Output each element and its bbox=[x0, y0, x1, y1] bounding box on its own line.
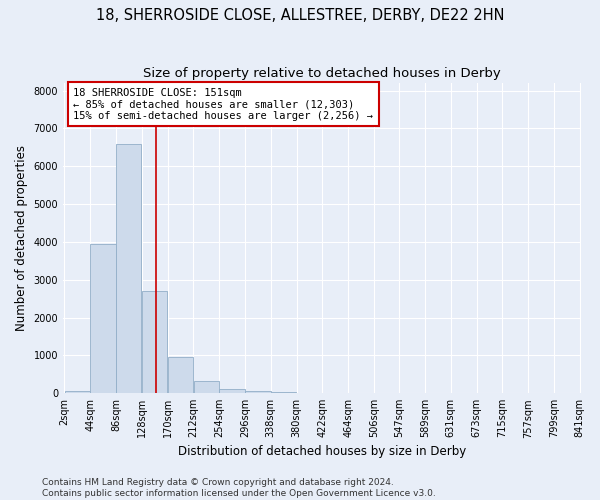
Y-axis label: Number of detached properties: Number of detached properties bbox=[15, 145, 28, 331]
Bar bbox=[194, 380, 219, 393]
Text: Contains HM Land Registry data © Crown copyright and database right 2024.
Contai: Contains HM Land Registry data © Crown c… bbox=[42, 478, 436, 498]
Bar bbox=[65, 391, 90, 393]
Text: 18 SHERROSIDE CLOSE: 151sqm
← 85% of detached houses are smaller (12,303)
15% of: 18 SHERROSIDE CLOSE: 151sqm ← 85% of det… bbox=[73, 88, 373, 121]
Bar bbox=[168, 358, 193, 393]
Bar bbox=[116, 144, 142, 393]
X-axis label: Distribution of detached houses by size in Derby: Distribution of detached houses by size … bbox=[178, 444, 466, 458]
Bar bbox=[271, 392, 296, 393]
Bar bbox=[245, 391, 271, 393]
Bar bbox=[142, 291, 167, 393]
Title: Size of property relative to detached houses in Derby: Size of property relative to detached ho… bbox=[143, 68, 501, 80]
Bar bbox=[91, 244, 116, 393]
Bar bbox=[220, 390, 245, 393]
Text: 18, SHERROSIDE CLOSE, ALLESTREE, DERBY, DE22 2HN: 18, SHERROSIDE CLOSE, ALLESTREE, DERBY, … bbox=[96, 8, 504, 22]
